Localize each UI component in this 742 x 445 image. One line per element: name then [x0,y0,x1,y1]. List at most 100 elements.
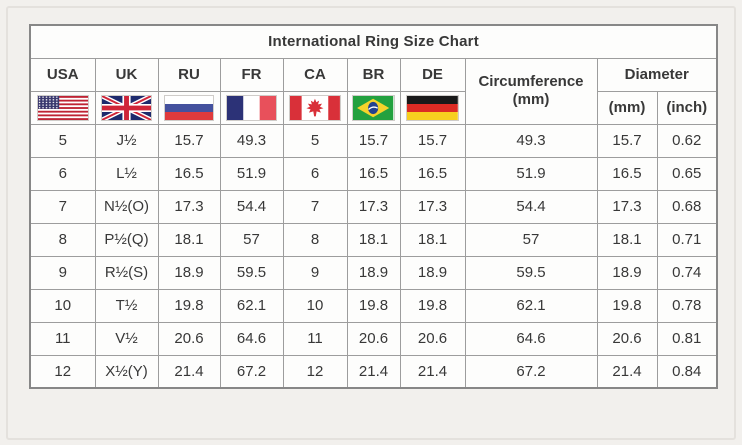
cell-de: 20.6 [399,321,466,356]
cell-ru: 15.7 [157,123,221,158]
circumference-unit: (mm) [512,91,550,108]
cell-ru: 17.3 [157,189,221,224]
cell-de: 21.4 [399,354,466,389]
cell-uk: R½(S) [94,255,159,290]
column-header-ca: CA [282,57,348,92]
cell-uk: T½ [94,288,159,323]
cell-diameter-mm: 15.7 [596,123,658,158]
cell-ca: 9 [282,255,348,290]
cell-diameter-mm: 17.3 [596,189,658,224]
cell-ru: 18.9 [157,255,221,290]
cell-br: 16.5 [346,156,401,191]
flag-cell-ru [157,90,221,125]
uk-flag-icon [100,94,153,121]
column-header-circumference: Circumference (mm) [464,57,598,125]
cell-ca: 7 [282,189,348,224]
flag-cell-uk [94,90,159,125]
germany-flag-icon [406,94,459,121]
cell-diameter-mm: 20.6 [596,321,658,356]
cell-ca: 5 [282,123,348,158]
cell-de: 18.1 [399,222,466,257]
flag-cell-fr [219,90,284,125]
cell-ca: 8 [282,222,348,257]
cell-diameter-inch: 0.62 [656,123,718,158]
column-header-br: BR [346,57,401,92]
table-row: 12 X½(Y) 21.4 67.2 12 21.4 21.4 67.2 21.4 0.84 [29,354,718,389]
cell-ru: 16.5 [157,156,221,191]
cell-usa: 10 [29,288,96,323]
ring-size-table: International Ring Size Chart USA UK RU … [29,24,719,389]
header-row: USA UK RU FR CA BR DE Circumference (mm)… [29,57,718,125]
cell-fr: 49.3 [219,123,284,158]
cell-usa: 8 [29,222,96,257]
table-row: 7 N½(O) 17.3 54.4 7 17.3 17.3 54.4 17.3 0.68 [29,189,718,224]
cell-br: 19.8 [346,288,401,323]
canada-flag-icon [289,94,341,121]
ring-size-table-body: 5 J½ 15.7 49.3 5 15.7 15.7 49.3 15.7 0.62 6 L½ 16.5 5… [29,123,718,389]
table-row: 11 V½ 20.6 64.6 11 20.6 20.6 64.6 20.6 0.81 [29,321,718,356]
cell-usa: 12 [29,354,96,389]
table-row: 10 T½ 19.8 62.1 10 19.8 19.8 62.1 19.8 0.78 [29,288,718,323]
cell-de: 17.3 [399,189,466,224]
cell-de: 19.8 [399,288,466,323]
cell-br: 18.9 [346,255,401,290]
column-header-usa: USA [29,57,96,92]
cell-diameter-inch: 0.78 [656,288,718,323]
cell-circumference-mm: 59.5 [464,255,598,290]
cell-diameter-mm: 21.4 [596,354,658,389]
cell-fr: 54.4 [219,189,284,224]
table-row: 8 P½(Q) 18.1 57 8 18.1 18.1 57 18.1 0.71 [29,222,718,257]
cell-diameter-mm: 19.8 [596,288,658,323]
cell-usa: 7 [29,189,96,224]
cell-br: 17.3 [346,189,401,224]
cell-uk: N½(O) [94,189,159,224]
cell-ca: 12 [282,354,348,389]
cell-usa: 9 [29,255,96,290]
cell-br: 20.6 [346,321,401,356]
cell-circumference-mm: 67.2 [464,354,598,389]
column-header-diameter-mm: (mm) [596,90,658,125]
cell-uk: J½ [94,123,159,158]
cell-uk: X½(Y) [94,354,159,389]
cell-fr: 67.2 [219,354,284,389]
cell-circumference-mm: 51.9 [464,156,598,191]
cell-circumference-mm: 54.4 [464,189,598,224]
cell-uk: P½(Q) [94,222,159,257]
page-title: International Ring Size Chart [29,24,718,59]
table-row: 9 R½(S) 18.9 59.5 9 18.9 18.9 59.5 18.9 0.74 [29,255,718,290]
table-row: 6 L½ 16.5 51.9 6 16.5 16.5 51.9 16.5 0.65 [29,156,718,191]
circumference-label: Circumference [478,73,584,90]
column-header-ru: RU [157,57,221,92]
column-header-diameter-inch: (inch) [656,90,718,125]
cell-circumference-mm: 57 [464,222,598,257]
flag-cell-br [346,90,401,125]
flag-row: (mm) (inch) [29,90,718,125]
cell-diameter-mm: 18.1 [596,222,658,257]
cell-br: 18.1 [346,222,401,257]
cell-diameter-inch: 0.71 [656,222,718,257]
russia-flag-icon [163,94,215,121]
cell-diameter-inch: 0.81 [656,321,718,356]
flag-cell-ca [282,90,348,125]
flag-cell-usa [29,90,96,125]
table-row: 5 J½ 15.7 49.3 5 15.7 15.7 49.3 15.7 0.62 [29,123,718,158]
cell-fr: 62.1 [219,288,284,323]
cell-ru: 20.6 [157,321,221,356]
column-header-fr: FR [219,57,284,92]
cell-diameter-inch: 0.84 [656,354,718,389]
column-header-de: DE [399,57,466,92]
cell-uk: L½ [94,156,159,191]
cell-ru: 21.4 [157,354,221,389]
cell-fr: 59.5 [219,255,284,290]
cell-usa: 5 [29,123,96,158]
cell-ca: 11 [282,321,348,356]
cell-ru: 18.1 [157,222,221,257]
usa-flag-icon [36,94,89,121]
column-header-uk: UK [94,57,159,92]
cell-de: 16.5 [399,156,466,191]
cell-diameter-inch: 0.65 [656,156,718,191]
cell-usa: 11 [29,321,96,356]
cell-circumference-mm: 62.1 [464,288,598,323]
brazil-flag-icon [352,94,395,121]
cell-circumference-mm: 64.6 [464,321,598,356]
